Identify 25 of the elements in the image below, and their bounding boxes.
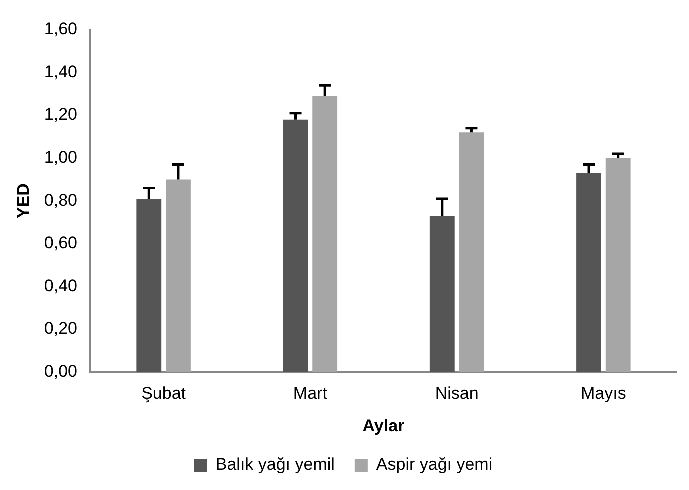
y-tick-label: 1,20 xyxy=(44,105,78,124)
y-tick-label: 0,00 xyxy=(44,362,78,381)
x-tick-label: Mart xyxy=(293,384,328,404)
y-tick-label: 0,20 xyxy=(44,319,78,338)
x-tick-label: Şubat xyxy=(142,384,186,404)
bar xyxy=(283,120,308,372)
y-tick-label: 1,40 xyxy=(44,62,78,82)
bar xyxy=(430,216,455,372)
bar xyxy=(606,158,631,372)
bar xyxy=(312,96,338,372)
x-tick-label: Nisan xyxy=(435,384,479,404)
bar xyxy=(576,173,602,372)
legend-label: Balık yağı yemil xyxy=(216,455,335,474)
x-axis-title: Aylar xyxy=(362,416,406,436)
bar xyxy=(166,180,191,372)
bar xyxy=(459,132,484,372)
bar xyxy=(136,198,162,372)
y-tick-label: 0,40 xyxy=(44,276,78,296)
legend-label: Aspir yağı yemi xyxy=(376,455,493,474)
y-tick-label: 1,00 xyxy=(44,148,78,168)
y-tick-label: 1,60 xyxy=(44,20,78,39)
y-axis-title: YED xyxy=(14,184,33,219)
x-tick-label: Mayıs xyxy=(581,384,626,404)
y-tick-label: 0,80 xyxy=(44,190,78,210)
y-tick-label: 0,60 xyxy=(44,234,78,253)
